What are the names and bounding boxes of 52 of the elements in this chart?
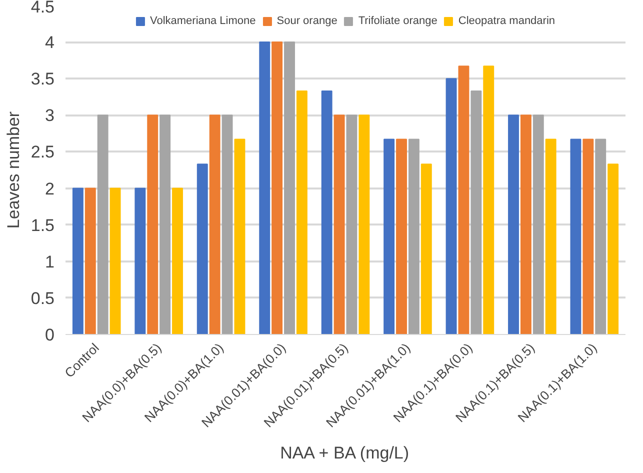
y-tick-label: 1.5 [30, 216, 55, 235]
bar [595, 138, 606, 334]
bar [259, 42, 270, 334]
y-tick-label: 2.5 [30, 142, 55, 162]
bar [147, 114, 158, 334]
y-tick-label: 3.5 [30, 70, 55, 89]
bar [570, 138, 582, 334]
bar [532, 114, 544, 334]
bar [296, 90, 308, 334]
bar [483, 66, 494, 334]
bar [84, 188, 96, 334]
bar [272, 42, 283, 334]
bar [222, 114, 233, 334]
bar [508, 114, 519, 334]
bar [470, 90, 482, 334]
bar [608, 164, 619, 334]
bar [420, 164, 432, 334]
y-tick-label: 4 [45, 33, 55, 52]
bar [160, 114, 171, 334]
bar [110, 188, 121, 334]
legend-label: Volkameriana Limone [150, 15, 256, 27]
bar [458, 66, 470, 334]
bar [545, 138, 556, 334]
bar [172, 188, 183, 334]
y-tick-label: 2 [45, 179, 55, 198]
bar [520, 114, 532, 334]
legend-label: Trifoliate orange [358, 15, 438, 27]
bar [384, 138, 395, 334]
bar [321, 90, 332, 334]
bar [284, 42, 295, 334]
y-tick-label: 0.5 [30, 288, 55, 308]
bar [134, 188, 146, 334]
y-tick-label: 0 [45, 326, 55, 344]
x-axis-title: NAA + BA (mg/L) [280, 444, 410, 463]
bar [408, 138, 420, 334]
legend-label: Sour orange [276, 15, 338, 27]
bar [396, 138, 407, 334]
bar [97, 114, 108, 334]
bar [72, 188, 84, 334]
bar [346, 114, 358, 334]
bar [582, 138, 594, 334]
y-axis-title: Leaves number [4, 111, 23, 229]
bar [358, 114, 370, 334]
bar [234, 138, 246, 334]
y-tick-label: 4.5 [30, 0, 55, 16]
bar [334, 114, 345, 334]
y-tick-label: 3 [45, 106, 55, 126]
legend-label: Cleopatra mandarin [458, 15, 556, 27]
y-tick-label: 1 [45, 252, 55, 272]
bar [196, 164, 208, 334]
bar [446, 78, 457, 334]
bar [209, 114, 220, 334]
